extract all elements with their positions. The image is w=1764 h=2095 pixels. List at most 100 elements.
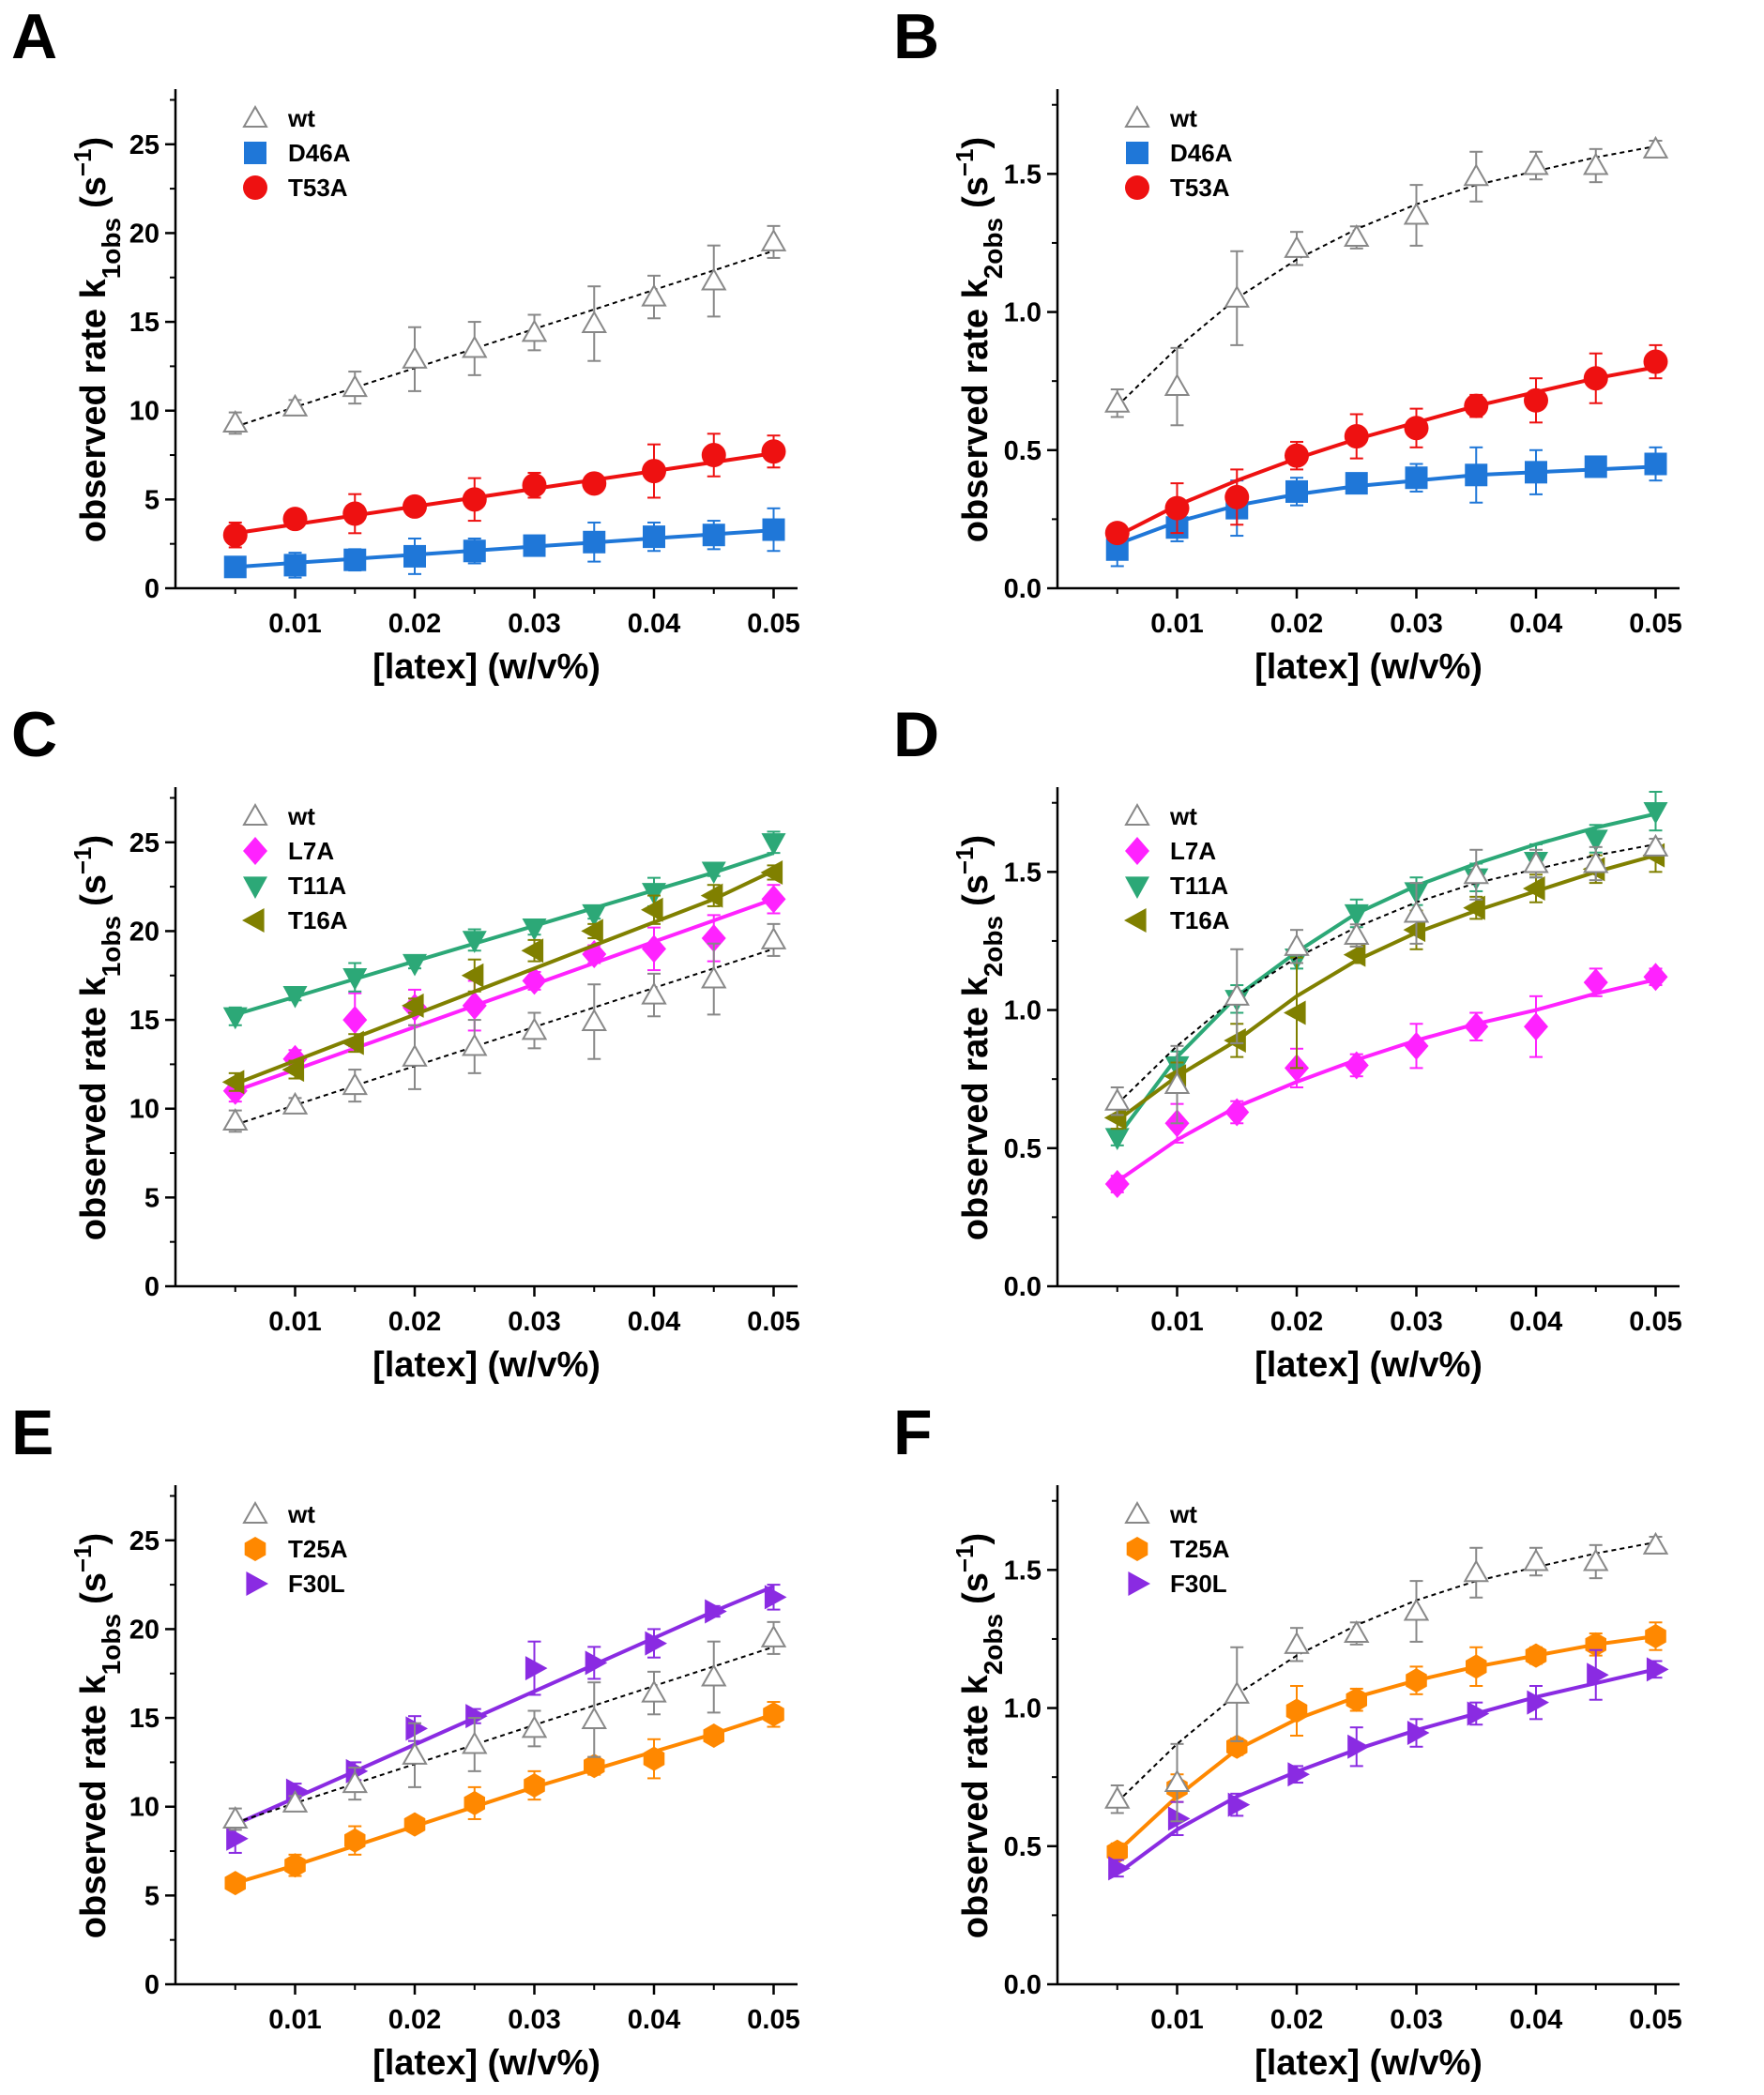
- y-tick-label: 5: [144, 485, 160, 515]
- legend-marker: [242, 802, 268, 826]
- data-point: [1344, 424, 1369, 449]
- legend-label: L7A: [1170, 837, 1216, 865]
- y-axis-label-sub: 2obs: [979, 218, 1008, 279]
- legend-label: T25A: [1170, 1535, 1230, 1563]
- data-point: [403, 953, 427, 977]
- data-point: [701, 1663, 727, 1687]
- fit-line: [1116, 1667, 1656, 1875]
- data-point: [342, 374, 368, 398]
- y-axis-label-sup: −1: [68, 846, 97, 874]
- legend: wt T25A F30L: [1124, 1500, 1230, 1598]
- data-point: [1284, 1000, 1306, 1025]
- panel-d: D 0.01 0.02 0.03 0.04 0.05 0.0 0.5 1.0 1.5 [latex]…: [882, 698, 1764, 1396]
- data-point: [1106, 1839, 1128, 1864]
- y-axis-label: observed rate k2obs (s−1): [950, 1533, 1008, 1938]
- data-point: [645, 1631, 667, 1656]
- data-point: [1642, 1531, 1669, 1555]
- data-point: [464, 1790, 485, 1815]
- data-point: [760, 1624, 787, 1647]
- data-point: [1407, 1721, 1430, 1746]
- data-point: [1587, 1662, 1609, 1688]
- x-tick-label: 0.04: [628, 2005, 680, 2035]
- x-tick-label: 0.03: [508, 1307, 560, 1337]
- data-point: [1224, 284, 1250, 308]
- fit-line: [235, 528, 774, 569]
- data-point: [1108, 1856, 1131, 1881]
- fit-line: [235, 250, 774, 428]
- data-point: [1645, 1624, 1666, 1648]
- data-point: [1287, 1762, 1310, 1787]
- data-point: [642, 934, 666, 964]
- data-point: [1346, 1687, 1367, 1712]
- fit-line: [235, 851, 775, 1017]
- panel-label: A: [11, 1, 57, 72]
- data-point: [703, 1723, 724, 1748]
- data-point: [1406, 1668, 1427, 1693]
- data-point: [284, 1853, 306, 1878]
- series-wt: [222, 1620, 787, 1831]
- data-point: [1583, 1548, 1609, 1571]
- data-point: [523, 534, 546, 557]
- legend-label: wt: [287, 802, 315, 830]
- data-point: [462, 487, 487, 512]
- y-tick-label: 1.0: [1004, 298, 1042, 328]
- data-point: [705, 1599, 727, 1624]
- data-point: [1467, 1701, 1490, 1726]
- data-point: [342, 968, 368, 991]
- fit-line: [1117, 1541, 1656, 1803]
- data-point: [224, 1871, 246, 1896]
- data-point: [1344, 224, 1370, 248]
- legend-label: F30L: [288, 1570, 345, 1598]
- legend-marker: [1125, 175, 1149, 200]
- data-point: [1345, 472, 1368, 495]
- data-point: [1523, 876, 1545, 901]
- data-point: [1403, 202, 1430, 225]
- data-point: [402, 1741, 428, 1765]
- data-point: [701, 924, 726, 952]
- y-axis-label-close: ): [956, 137, 996, 149]
- legend-label: wt: [1169, 104, 1197, 132]
- y-tick-label: 25: [129, 828, 160, 858]
- data-point: [402, 993, 424, 1018]
- series-wt: [222, 224, 787, 435]
- data-point: [462, 1033, 488, 1056]
- data-point: [641, 897, 663, 922]
- x-tick-label: 0.01: [1150, 2005, 1203, 2035]
- data-point: [521, 319, 548, 342]
- data-point: [582, 471, 607, 496]
- data-point: [462, 991, 487, 1020]
- y-axis-label-unit: (s: [74, 176, 114, 208]
- data-point: [1163, 373, 1191, 397]
- data-point: [1403, 900, 1430, 923]
- data-point: [1463, 861, 1489, 885]
- data-point: [1466, 1654, 1487, 1679]
- data-point: [403, 1812, 426, 1837]
- series-t53a: [222, 433, 786, 549]
- data-point: [1224, 982, 1250, 1006]
- chart-svg: B 0.01 0.02 0.03 0.04 0.05 0.0 0.5 1.0 1.5 [latex]…: [893, 1, 1682, 687]
- series-l7a: [1104, 963, 1668, 1199]
- data-point: [1463, 1559, 1489, 1583]
- legend-marker: [242, 104, 268, 128]
- chart-svg: F 0.01 0.02 0.03 0.04 0.05 0.0 0.5 1.0 1.5 [latex]…: [893, 1397, 1682, 2083]
- data-point: [1104, 1128, 1130, 1150]
- data-point: [761, 885, 786, 914]
- y-tick-label: 20: [129, 1615, 160, 1645]
- data-point: [762, 518, 785, 541]
- legend: wt L7A T11A T16A: [1124, 802, 1230, 934]
- x-axis-label: [latex] (w/v%): [1255, 2043, 1483, 2083]
- data-point: [1405, 466, 1428, 490]
- y-tick-label: 20: [129, 917, 160, 947]
- data-point: [1523, 850, 1549, 873]
- data-point: [584, 1753, 605, 1779]
- y-tick-label: 5: [144, 1183, 160, 1213]
- x-tick-label: 0.05: [747, 2005, 799, 2035]
- legend-label: T11A: [1170, 872, 1228, 900]
- y-axis-label: observed rate k1obs (s−1): [68, 137, 126, 542]
- data-point: [1524, 387, 1548, 413]
- panel-a: A 0.01 0.02 0.03 0.04 0.05 0 5 10 15 20 25 [latex] (…: [0, 0, 882, 698]
- x-axis-label: [latex] (w/v%): [1255, 1345, 1483, 1385]
- legend-marker: [244, 142, 266, 164]
- data-point: [701, 443, 726, 468]
- data-point: [1284, 933, 1310, 956]
